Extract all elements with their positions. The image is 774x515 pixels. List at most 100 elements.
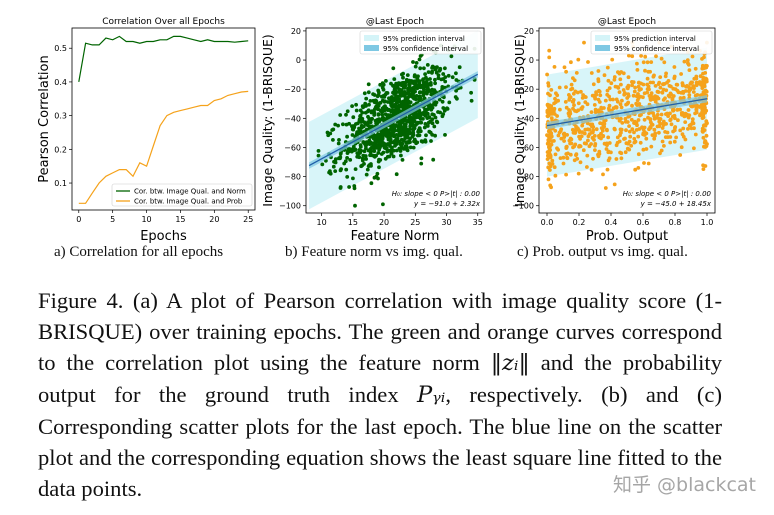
scatter-point — [345, 156, 349, 160]
scatter-point — [426, 70, 431, 74]
scatter-point — [572, 144, 577, 149]
scatter-point — [661, 87, 666, 92]
scatter-point — [668, 135, 673, 139]
scatter-point — [689, 104, 694, 109]
figure-caption: Figure 4. (a) A plot of Pearson correlat… — [38, 285, 722, 504]
scatter-point — [683, 120, 688, 124]
scatter-point — [380, 136, 385, 140]
scatter-point — [675, 108, 680, 112]
legend-swatch-confidence — [364, 45, 379, 51]
scatter-point — [556, 133, 561, 138]
scatter-point — [679, 90, 683, 95]
scatter-point — [645, 76, 650, 81]
scatter-point — [594, 127, 599, 132]
x-tick-label: 10 — [317, 218, 327, 227]
scatter-point — [561, 155, 566, 160]
scatter-point — [693, 111, 697, 116]
scatter-point — [375, 94, 380, 99]
scatter-point — [624, 102, 628, 107]
scatter-point — [365, 167, 370, 172]
scatter-point — [350, 147, 355, 152]
scatter-point — [624, 128, 628, 133]
scatter-point — [428, 81, 433, 85]
scatter-point — [633, 139, 638, 144]
y-tick-label: −40 — [517, 114, 534, 123]
scatter-point — [569, 60, 573, 65]
scatter-point — [409, 122, 414, 127]
scatter-point — [659, 56, 664, 61]
scatter-point — [562, 65, 567, 70]
figure-4: 0 5 10 15 20 25 0.1 0.2 0.3 0.4 0.5 Correlation Ove… — [37, 17, 716, 244]
scatter-point — [564, 85, 568, 89]
scatter-point — [633, 167, 638, 172]
scatter-point — [612, 75, 617, 79]
legend-box — [111, 183, 253, 207]
scatter-point — [627, 53, 631, 58]
scatter-point — [679, 145, 684, 150]
y-tick-label: 0 — [296, 56, 301, 65]
scatter-point — [651, 74, 656, 79]
scatter-point — [663, 74, 668, 79]
scatter-point — [581, 148, 586, 153]
scatter-point — [586, 60, 590, 64]
scatter-point — [357, 155, 362, 160]
scatter-point — [424, 133, 428, 138]
scatter-point — [443, 133, 447, 137]
y-tick-label: 0.2 — [54, 145, 67, 154]
scatter-point — [457, 65, 462, 70]
scatter-point — [434, 100, 439, 105]
scatter-point — [687, 93, 692, 97]
scatter-point — [637, 113, 642, 118]
scatter-point — [647, 111, 651, 116]
scatter-point — [648, 80, 653, 85]
scatter-point — [450, 75, 455, 80]
scatter-point — [433, 81, 437, 86]
scatter-point — [361, 140, 366, 144]
scatter-point — [553, 100, 558, 104]
scatter-point — [425, 63, 430, 67]
scatter-point — [369, 181, 374, 186]
y-tick-label: 0 — [529, 56, 534, 65]
scatter-point — [449, 54, 454, 59]
scatter-point — [601, 134, 606, 138]
scatter-point — [585, 127, 590, 132]
scatter-point — [376, 112, 381, 117]
scatter-point — [366, 148, 371, 153]
x-tick-label: 0 — [76, 215, 81, 224]
scatter-point — [558, 107, 562, 112]
scatter-point — [605, 88, 610, 93]
scatter-point — [376, 140, 381, 145]
plot-frame — [538, 27, 716, 214]
scatter-point — [550, 162, 555, 166]
scatter-point — [345, 109, 350, 114]
scatter-point — [610, 57, 615, 62]
scatter-point — [433, 77, 437, 82]
scatter-point — [431, 157, 436, 162]
scatter-point — [650, 95, 654, 99]
scatter-point — [401, 75, 405, 80]
scatter-point — [406, 87, 410, 92]
scatter-point — [342, 161, 347, 166]
scatter-point — [376, 144, 381, 149]
scatter-point — [589, 167, 594, 172]
x-tick-label: 25 — [243, 215, 253, 224]
scatter-point — [693, 132, 698, 137]
scatter-point — [376, 159, 381, 164]
scatter-point — [614, 97, 619, 102]
scatter-point — [561, 161, 566, 166]
scatter-point — [630, 80, 634, 84]
scatter-point — [617, 71, 622, 76]
scatter-point — [441, 106, 446, 110]
scatter-point — [567, 93, 571, 97]
scatter-point — [648, 125, 653, 129]
scatter-point — [685, 113, 690, 118]
scatter-point — [626, 75, 631, 80]
scatter-point — [655, 116, 659, 120]
feature-norm-symbol: ‖zᵢ‖ — [490, 350, 530, 376]
scatter-point — [648, 120, 653, 125]
scatter-point — [693, 66, 698, 71]
scatter-point — [638, 140, 643, 145]
scatter-point — [417, 126, 422, 131]
scatter-point — [607, 141, 612, 145]
scatter-point — [430, 105, 435, 110]
